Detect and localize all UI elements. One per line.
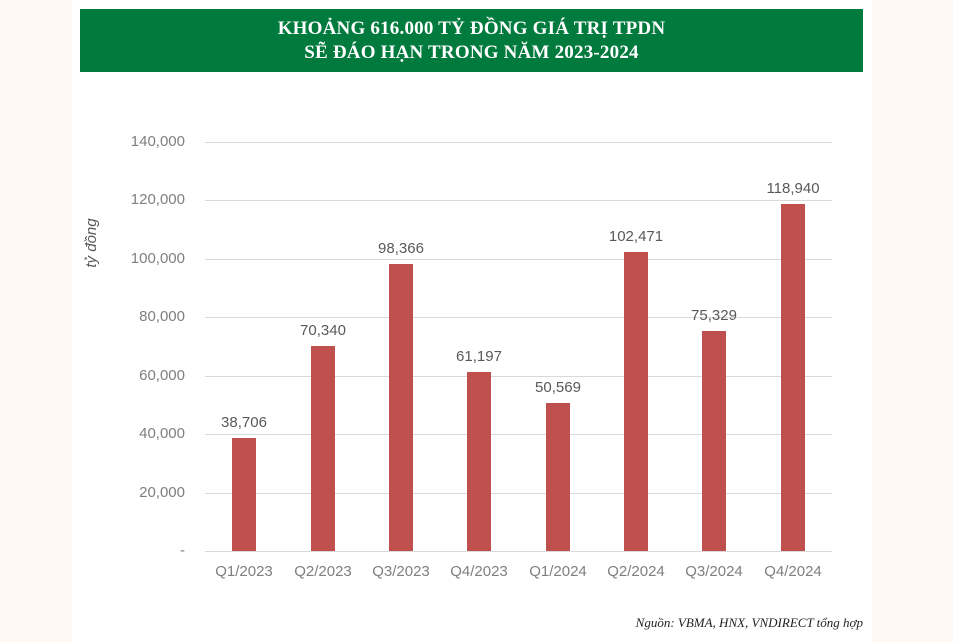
bar-q3-2024 — [702, 331, 726, 551]
x-tick-label: Q2/2024 — [607, 563, 665, 580]
gridline — [205, 200, 832, 201]
data-label: 50,569 — [535, 379, 581, 396]
gridline — [205, 551, 832, 552]
chart-title-line-1: KHOẢNG 616.000 TỶ ĐỒNG GIÁ TRỊ TPDN — [277, 17, 666, 39]
gridline — [205, 142, 832, 143]
data-label: 98,366 — [378, 240, 424, 257]
bar-q1-2024 — [546, 403, 570, 551]
y-tick-label: 140,000 — [130, 133, 185, 150]
x-tick-label: Q2/2023 — [294, 563, 352, 580]
y-tick-label: 60,000 — [139, 367, 185, 384]
bar-q2-2023 — [311, 346, 335, 551]
source-note: Nguồn: VBMA, HNX, VNDIRECT tổng hợp — [635, 615, 863, 630]
gridline — [205, 493, 832, 494]
data-label: 61,197 — [456, 348, 502, 365]
chart-title-line-2: SẼ ĐÁO HẠN TRONG NĂM 2023-2024 — [304, 41, 639, 63]
gridline — [205, 376, 832, 377]
data-label: 75,329 — [691, 307, 737, 324]
x-tick-label: Q1/2024 — [529, 563, 587, 580]
x-tick-label: Q4/2023 — [450, 563, 508, 580]
gridline — [205, 434, 832, 435]
y-tick-label: 20,000 — [139, 484, 185, 501]
gridline — [205, 317, 832, 318]
data-label: 118,940 — [766, 180, 820, 197]
y-tick-label: 80,000 — [139, 308, 185, 325]
data-label: 38,706 — [221, 414, 267, 431]
x-tick-label: Q3/2023 — [372, 563, 430, 580]
y-axis-label: tỷ đồng — [83, 218, 100, 268]
y-tick-label: - — [180, 542, 185, 559]
bar-q1-2023 — [232, 438, 256, 551]
x-tick-label: Q1/2023 — [215, 563, 273, 580]
y-tick-label: 120,000 — [130, 191, 185, 208]
x-tick-label: Q3/2024 — [685, 563, 743, 580]
gridline — [205, 259, 832, 260]
bar-q4-2024 — [781, 204, 805, 551]
data-label: 102,471 — [608, 228, 664, 245]
bar-q3-2023 — [389, 264, 413, 551]
y-tick-label: 40,000 — [139, 425, 185, 442]
data-label: 70,340 — [300, 322, 346, 339]
chart-title-banner: KHOẢNG 616.000 TỶ ĐỒNG GIÁ TRỊ TPDN SẼ Đ… — [80, 9, 863, 72]
y-tick-label: 100,000 — [130, 250, 185, 267]
bar-q4-2023 — [467, 372, 491, 551]
bar-q2-2024 — [624, 252, 648, 551]
x-tick-label: Q4/2024 — [764, 563, 822, 580]
